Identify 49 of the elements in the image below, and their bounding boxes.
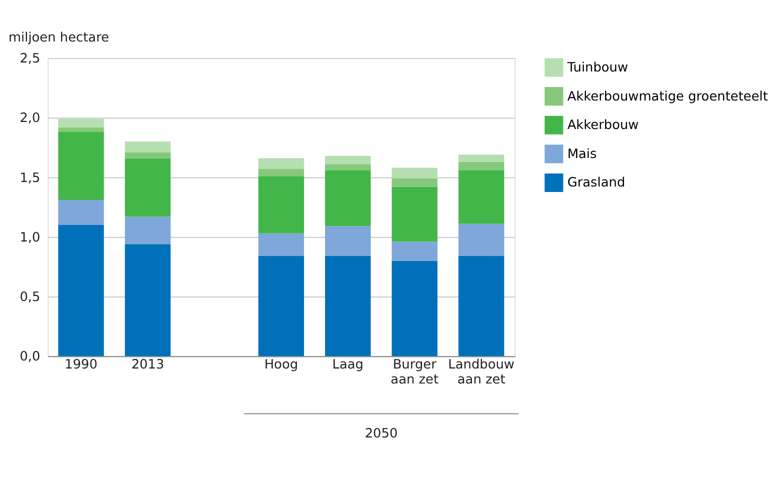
bar <box>392 168 438 178</box>
bar <box>458 224 504 256</box>
bar <box>325 156 371 164</box>
text: 2050 <box>364 426 398 442</box>
bar <box>258 233 304 256</box>
x-tick-label: 2013 <box>131 358 164 373</box>
bar <box>124 158 171 217</box>
bar <box>124 216 171 244</box>
bar <box>58 224 104 356</box>
legend-label: Tuinbouw <box>566 60 628 76</box>
bar <box>458 256 504 356</box>
x-tick-label: Burger aan zet <box>390 358 439 388</box>
bar <box>325 170 371 226</box>
y-tick-label: 0,0 <box>20 350 40 365</box>
bar <box>392 242 438 261</box>
y-tick-label: 0,5 <box>20 290 40 305</box>
bar <box>258 176 304 234</box>
bar <box>124 244 171 356</box>
x-tick-label: Hoog <box>264 358 298 373</box>
bar <box>325 164 371 170</box>
bar <box>392 186 438 242</box>
bar <box>258 256 304 356</box>
legend-label: Mais <box>567 146 597 162</box>
legend-label: Akkerbouwmatige groenteteelt <box>567 89 768 104</box>
y-tick-label: 2,5 <box>20 52 40 67</box>
y-tick-label: 1,0 <box>20 230 40 246</box>
x-tick-label: Laag <box>332 358 364 373</box>
y-axis-title: miljoen hectare <box>8 30 110 46</box>
bar <box>458 162 504 170</box>
bar <box>458 170 504 224</box>
y-tick-label: 1,5 <box>20 170 40 186</box>
bar <box>58 200 104 225</box>
bar <box>392 178 438 187</box>
legend-label: Akkerbouw <box>567 118 640 134</box>
bar <box>258 158 304 169</box>
bar <box>258 168 304 176</box>
bar <box>58 127 104 132</box>
bar <box>124 152 171 158</box>
bar <box>392 260 438 356</box>
bar <box>124 142 171 152</box>
x-tick-label: Landbouw aan zet <box>448 358 515 388</box>
bar <box>58 118 104 128</box>
y-tick-label: 2,0 <box>20 111 40 126</box>
bar <box>58 132 104 200</box>
legend-label: Grasland <box>567 176 626 191</box>
bar <box>325 226 371 256</box>
bar <box>458 154 504 162</box>
x-tick-label: 1990 <box>64 358 98 373</box>
bar <box>325 256 371 356</box>
